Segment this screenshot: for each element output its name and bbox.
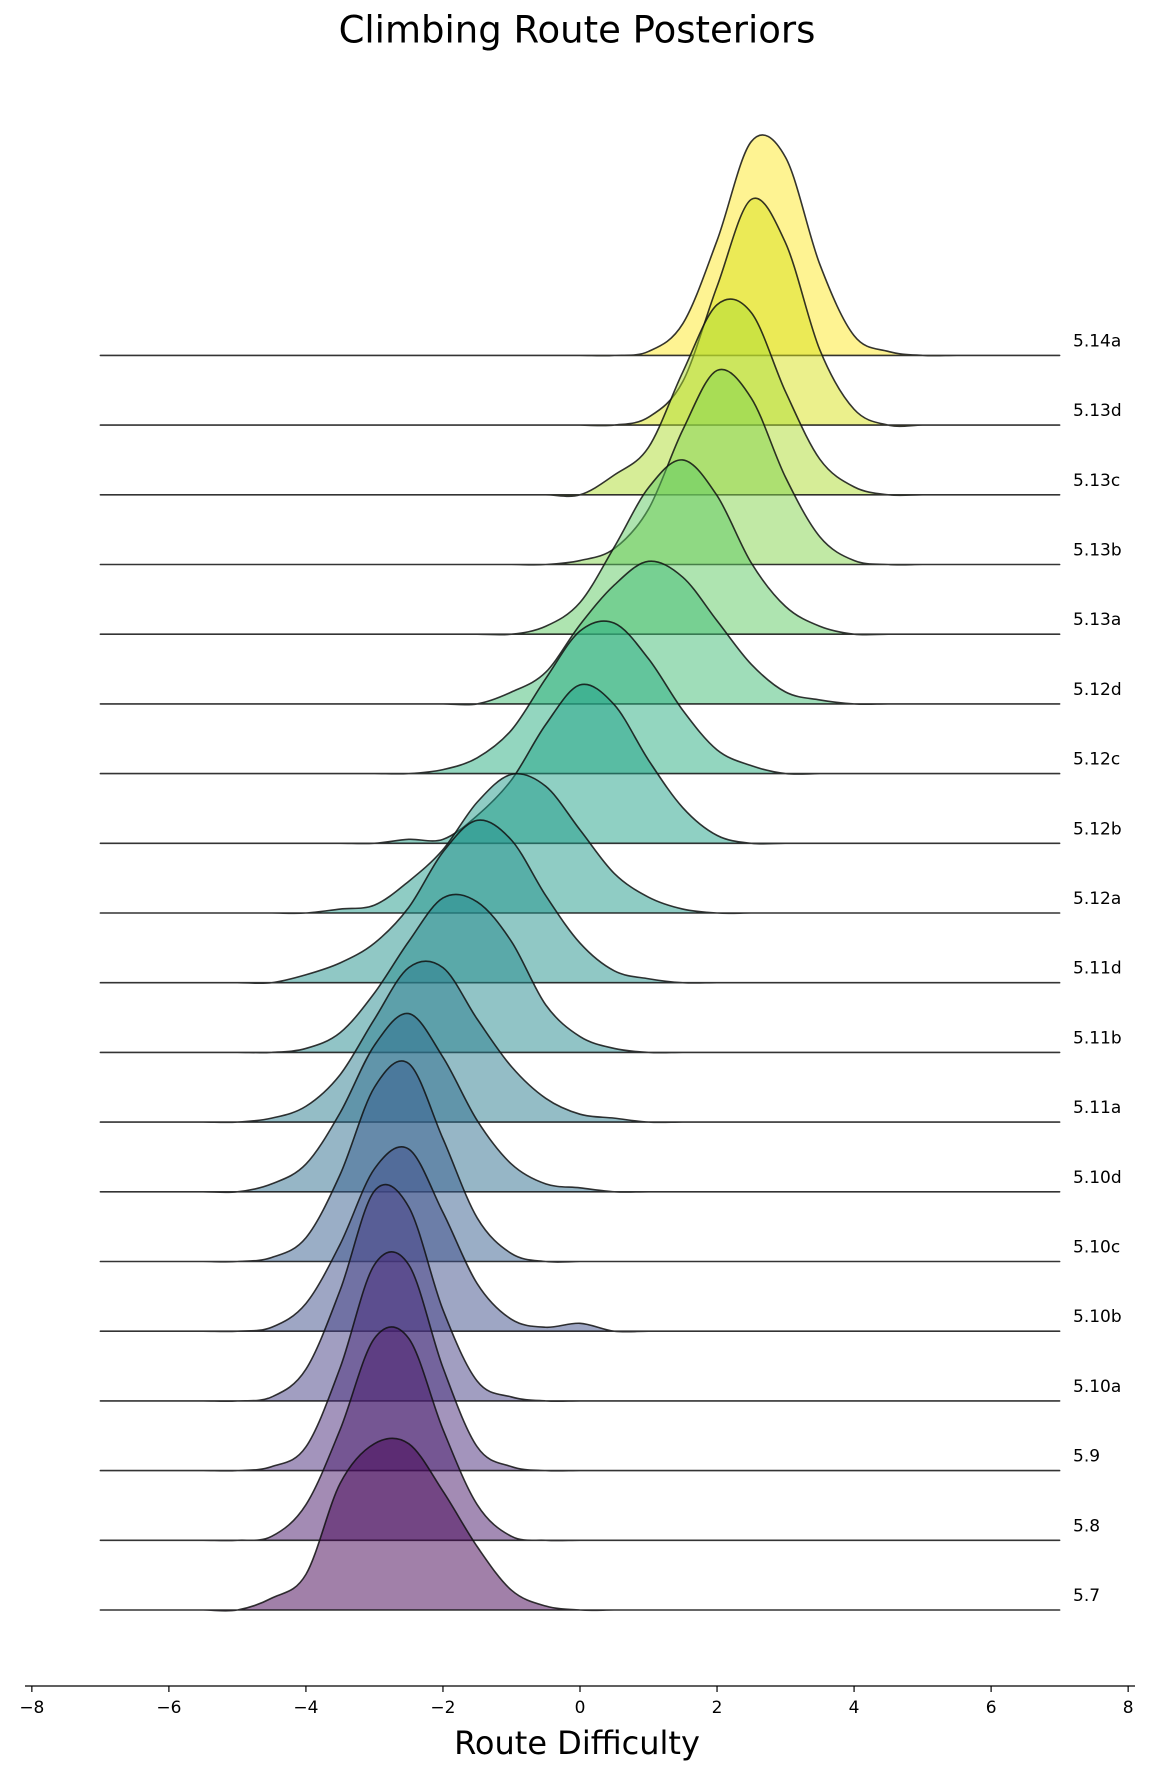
ridge-label: 5.13a [1073,610,1121,630]
ridge-label: 5.10d [1073,1168,1122,1188]
ridge-label: 5.7 [1073,1586,1100,1606]
ridge [99,1146,1061,1333]
ridge [99,960,1061,1124]
ridge [99,1060,1061,1263]
ridge [99,134,1061,357]
ridge [99,893,1061,1054]
ridge-label: 5.10a [1073,1377,1121,1397]
ridge-label: 5.10b [1073,1307,1122,1327]
ridge-label: 5.13c [1073,471,1120,491]
x-axis-label: Route Difficulty [454,1724,700,1762]
ridge [99,1326,1061,1542]
ridge [99,1012,1061,1194]
ridge-label: 5.12d [1073,680,1122,700]
ridge-label: 5.8 [1073,1516,1100,1536]
x-tick-label: 8 [1123,1698,1134,1718]
x-tick-label: −8 [19,1698,44,1718]
x-tick-label: −6 [156,1698,181,1718]
x-tick-label: 2 [712,1698,723,1718]
ridge-label: 5.11a [1073,1098,1121,1118]
ridge-label: 5.10c [1073,1238,1120,1258]
chart-title: Climbing Route Posteriors [339,9,816,52]
ridge [99,368,1061,566]
ridge-label: 5.13b [1073,541,1122,561]
ridge [99,683,1061,845]
ridge [99,819,1061,985]
ridge [99,298,1061,498]
ridge-label: 5.12c [1073,750,1120,770]
x-tick-label: 0 [575,1698,586,1718]
ridge-label: 5.9 [1073,1447,1100,1467]
x-tick-label: 6 [986,1698,997,1718]
ridge-label: 5.12a [1073,889,1121,909]
x-tick-label: 4 [849,1698,860,1718]
ridge [99,772,1061,915]
ridge [99,1437,1061,1612]
ridge-label: 5.13d [1073,401,1122,421]
ridge [99,459,1061,636]
x-tick-label: −2 [430,1698,455,1718]
ridge-label: 5.11d [1073,959,1122,979]
x-tick-label: −4 [293,1698,318,1718]
ridge-label: 5.14a [1073,331,1121,351]
ridge-label: 5.11b [1073,1028,1122,1048]
ridge-label: 5.12b [1073,819,1122,839]
ridge [99,1183,1061,1402]
ridge [99,197,1061,428]
ridge [99,1251,1061,1472]
